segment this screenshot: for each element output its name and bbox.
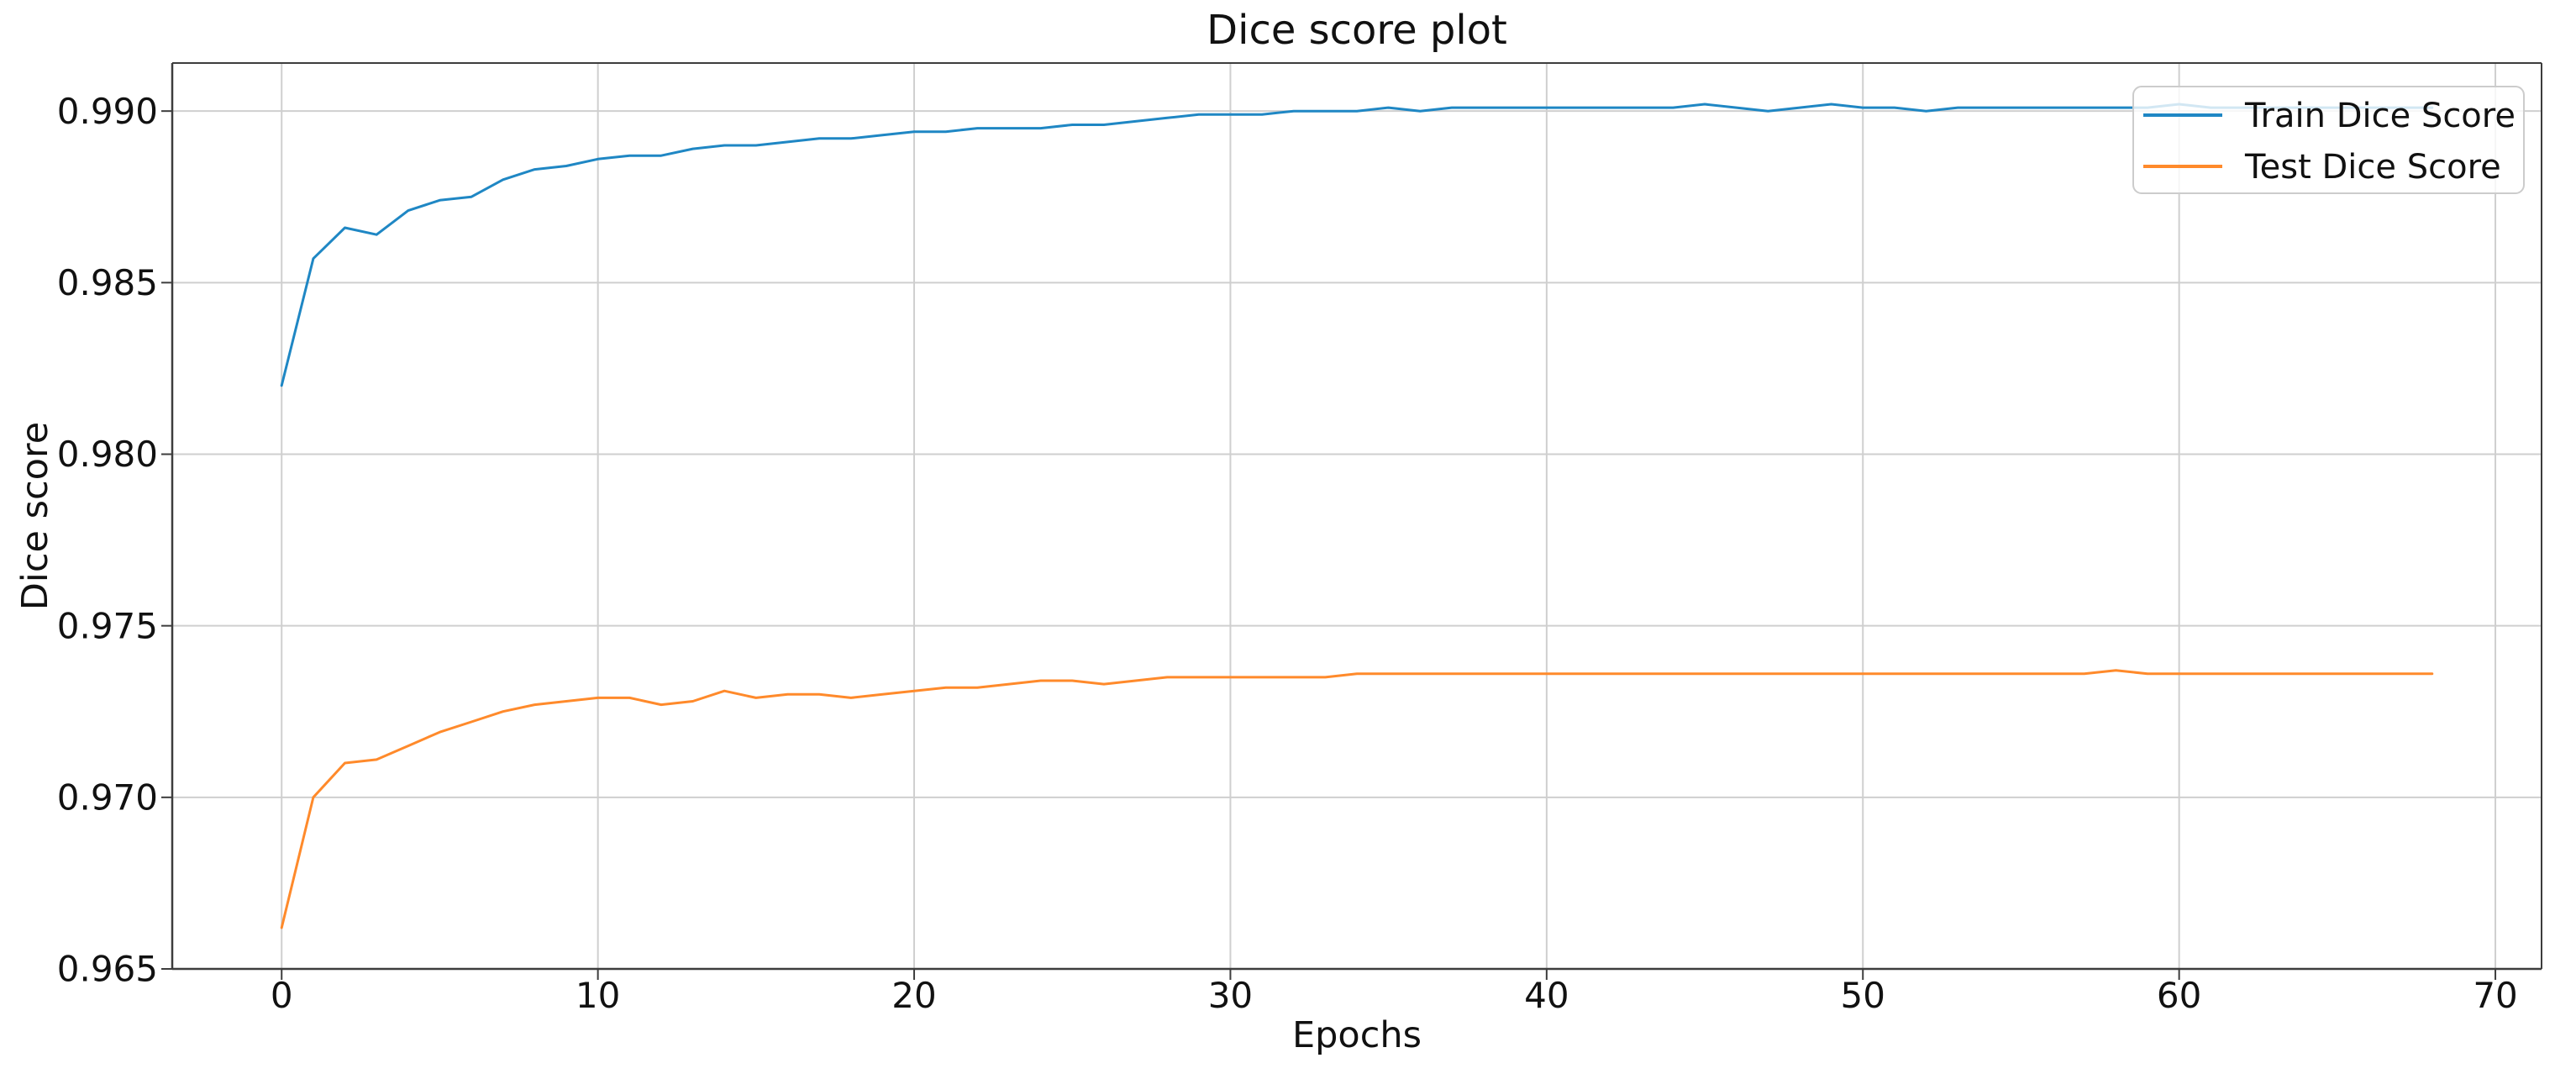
grid-layer bbox=[172, 63, 2542, 970]
y-tick-label: 0.965 bbox=[57, 949, 158, 990]
x-tick-label: 0 bbox=[271, 975, 293, 1016]
y-axis-label: Dice score bbox=[14, 422, 56, 610]
chart-title: Dice score plot bbox=[1207, 7, 1507, 54]
x-tick-label: 50 bbox=[1841, 975, 1885, 1016]
x-tick-label: 40 bbox=[1524, 975, 1569, 1016]
x-axis-label: Epochs bbox=[1292, 1014, 1422, 1056]
x-tick-label: 10 bbox=[576, 975, 620, 1016]
x-tick-label: 20 bbox=[891, 975, 936, 1016]
legend: Train Dice Score Test Dice Score bbox=[2132, 86, 2525, 194]
x-tick-label: 70 bbox=[2473, 975, 2517, 1016]
tick-label-layer: 0 10 20 30 40 50 60 70 0.965 0.970 0.975 0.980 0.985… bbox=[57, 91, 2518, 1016]
y-tick-label: 0.975 bbox=[57, 605, 158, 646]
legend-item-label: Test Dice Score bbox=[2244, 148, 2501, 187]
legend-box bbox=[2132, 86, 2525, 194]
x-tick-label: 30 bbox=[1208, 975, 1253, 1016]
tick-layer bbox=[161, 110, 2497, 980]
legend-item-label: Train Dice Score bbox=[2244, 97, 2516, 135]
y-tick-label: 0.970 bbox=[57, 777, 158, 818]
x-tick-label: 60 bbox=[2157, 975, 2201, 1016]
series-line-test-dice-score bbox=[280, 669, 2434, 929]
series-line-train-dice-score bbox=[280, 103, 2434, 387]
y-tick-label: 0.980 bbox=[57, 434, 158, 475]
y-tick-label: 0.985 bbox=[57, 262, 158, 303]
series-layer bbox=[280, 103, 2434, 929]
y-tick-label: 0.990 bbox=[57, 91, 158, 132]
spine-layer bbox=[171, 62, 2542, 971]
